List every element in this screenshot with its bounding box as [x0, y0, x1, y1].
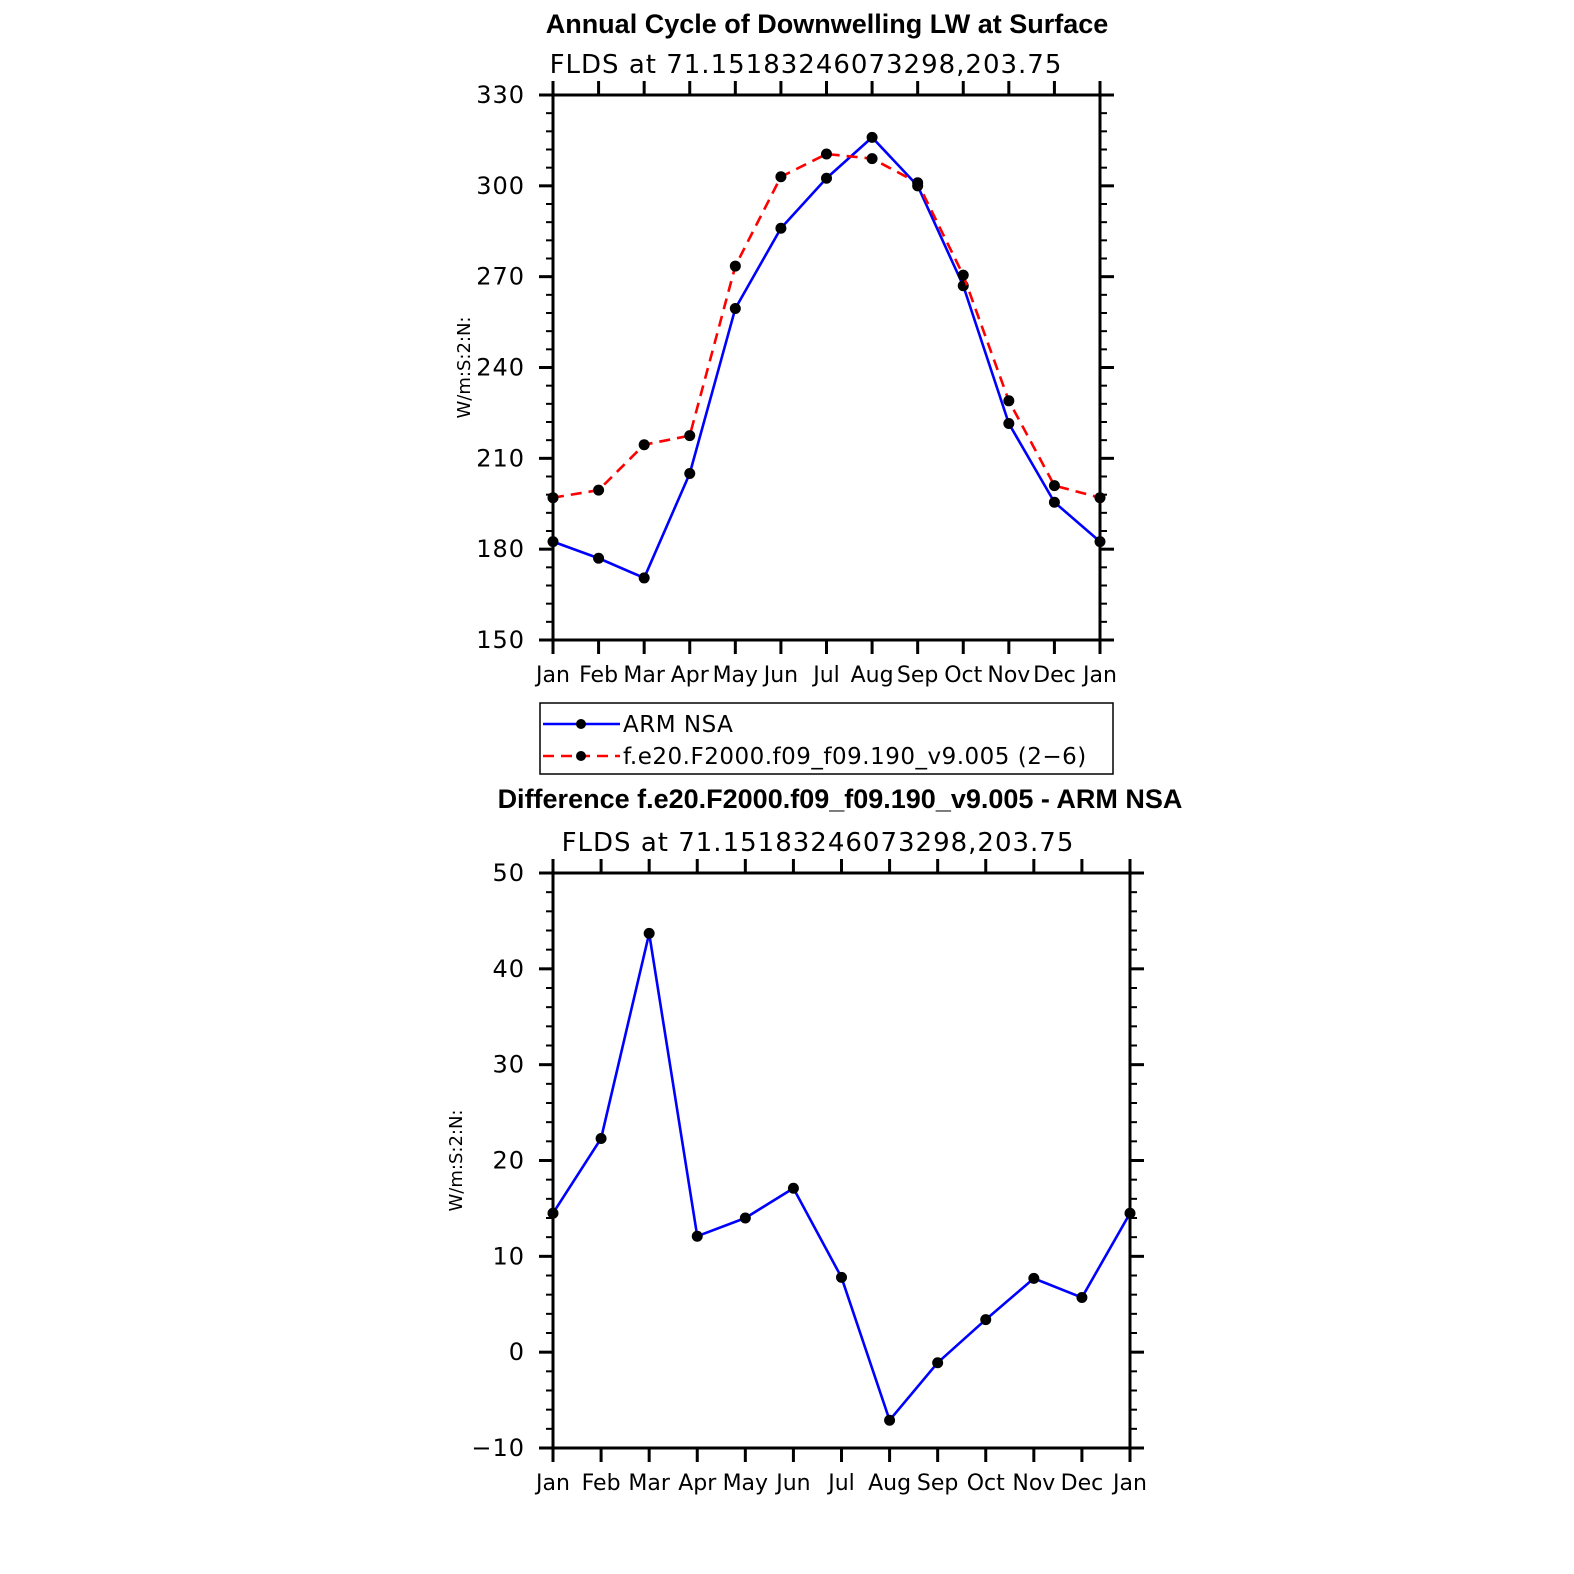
data-point: [1028, 1272, 1040, 1284]
x-tick-label: Dec: [1061, 1471, 1104, 1496]
x-tick-label: Jul: [826, 1471, 855, 1496]
series-line-0: [551, 932, 1132, 1422]
data-point: [684, 467, 696, 479]
y-tick-label: 0: [509, 1338, 525, 1366]
x-tick-label: Jan: [534, 1471, 570, 1496]
data-point: [884, 1414, 896, 1426]
x-tick-label: Sep: [917, 1471, 958, 1496]
y-tick-label: 50: [492, 859, 525, 887]
data-point: [729, 302, 741, 314]
annual-cycle-chart: Annual Cycle of Downwelling LW at Surfac…: [454, 9, 1117, 688]
y-tick-label: −10: [471, 1434, 525, 1462]
data-point: [638, 439, 650, 451]
legend-label: ARM NSA: [623, 712, 733, 738]
data-point: [729, 260, 741, 272]
data-point: [836, 1271, 847, 1283]
data-point: [866, 131, 878, 143]
y-tick-label: 10: [492, 1242, 525, 1270]
data-point: [957, 280, 969, 292]
data-point: [1003, 418, 1015, 430]
data-point: [775, 222, 787, 234]
data-point: [1048, 480, 1060, 492]
chart-subtitle: FLDS at 71.15183246073298,203.75: [562, 828, 1075, 858]
legend-box: [539, 702, 1114, 775]
data-point: [912, 177, 924, 189]
data-point: [821, 172, 832, 184]
difference-chart: Difference f.e20.F2000.f09_f09.190_v9.00…: [446, 784, 1182, 1496]
data-point: [957, 269, 969, 281]
y-tick-label: 330: [476, 81, 525, 109]
data-point: [684, 430, 696, 442]
x-tick-label: Jan: [1111, 1471, 1147, 1496]
y-tick-label: 40: [492, 955, 525, 983]
legend: ARM NSA f.e20.F2000.f09_f09.190_v9.005 (2…: [539, 702, 1114, 775]
y-tick-label: 20: [492, 1147, 525, 1175]
data-point: [866, 153, 878, 165]
series-line-1: [552, 152, 1101, 499]
data-point: [593, 484, 605, 496]
y-tick-label: 150: [476, 626, 525, 654]
data-point: [595, 1132, 607, 1144]
y-tick-label: 240: [476, 354, 525, 382]
plot-frame: [551, 871, 1132, 1450]
x-tick-label: Aug: [851, 663, 894, 688]
x-tick-label: Feb: [582, 1471, 621, 1496]
data-point: [1048, 496, 1060, 508]
data-point: [1076, 1292, 1088, 1304]
y-axis-label: W/m:S:2:N:: [454, 317, 475, 419]
x-tick-label: Jan: [1081, 663, 1117, 688]
data-point: [1124, 1207, 1136, 1219]
x-tick-label: Mar: [628, 1471, 670, 1496]
x-tick-label: Nov: [987, 663, 1030, 688]
x-tick-label: Jul: [811, 663, 840, 688]
data-point: [980, 1314, 992, 1326]
data-point: [775, 171, 787, 183]
data-point: [1094, 492, 1106, 504]
data-point: [787, 1182, 799, 1194]
data-point: [691, 1230, 703, 1242]
data-point: [821, 148, 832, 160]
y-tick-label: 270: [476, 263, 525, 291]
data-point: [547, 536, 559, 548]
x-tick-label: Oct: [967, 1471, 1005, 1496]
x-tick-label: Mar: [623, 663, 665, 688]
x-tick-label: May: [723, 1471, 768, 1496]
data-point: [643, 927, 655, 939]
chart-title: Difference f.e20.F2000.f09_f09.190_v9.00…: [498, 784, 1183, 814]
x-tick-label: Feb: [579, 663, 618, 688]
data-point: [547, 492, 559, 504]
data-point: [593, 552, 605, 564]
chart-title: Annual Cycle of Downwelling LW at Surfac…: [546, 9, 1109, 39]
x-tick-label: Aug: [868, 1471, 911, 1496]
legend-marker: [576, 751, 586, 761]
x-tick-label: May: [713, 663, 758, 688]
x-tick-label: Apr: [671, 663, 710, 688]
x-tick-label: Dec: [1033, 663, 1076, 688]
x-tick-label: Jan: [534, 663, 570, 688]
y-tick-label: 210: [476, 444, 525, 472]
y-tick-label: 30: [492, 1051, 525, 1079]
series-line-0: [552, 136, 1101, 580]
y-tick-label: 180: [476, 535, 525, 563]
data-point: [1094, 536, 1106, 548]
x-tick-label: Jun: [762, 663, 798, 688]
x-tick-label: Oct: [944, 663, 982, 688]
x-tick-label: Jun: [774, 1471, 810, 1496]
data-point: [932, 1357, 944, 1369]
data-point: [547, 1207, 559, 1219]
x-tick-label: Apr: [678, 1471, 717, 1496]
x-tick-label: Nov: [1012, 1471, 1055, 1496]
y-axis-label: W/m:S:2:N:: [446, 1110, 467, 1212]
data-point: [739, 1212, 751, 1224]
y-tick-label: 300: [476, 172, 525, 200]
data-point: [638, 572, 650, 584]
chart-subtitle: FLDS at 71.15183246073298,203.75: [550, 50, 1063, 80]
legend-label: f.e20.F2000.f09_f09.190_v9.005 (2−6): [623, 744, 1087, 770]
data-point: [1003, 395, 1015, 407]
legend-marker: [576, 719, 586, 729]
x-tick-label: Sep: [897, 663, 938, 688]
